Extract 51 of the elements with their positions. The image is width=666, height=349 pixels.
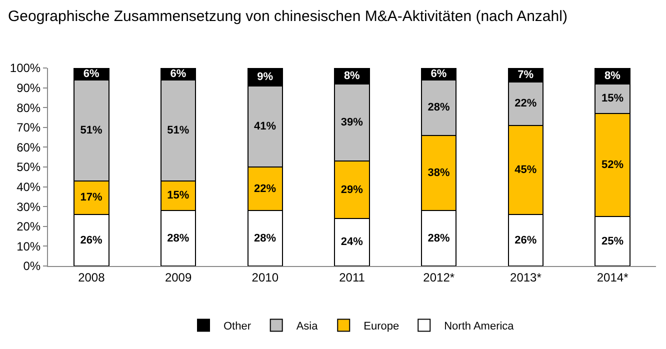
y-tick-label: 80% [16,100,41,115]
y-tick-label: 40% [16,180,41,194]
data-label: 8% [344,70,360,82]
data-label: 25% [601,235,624,248]
data-label: 9% [257,70,274,83]
x-tick-label: 2013* [510,270,542,284]
data-label: 41% [254,120,276,132]
y-tick-label: 0% [23,259,41,274]
data-label: 28% [428,232,450,244]
legend-label: Asia [296,320,319,333]
data-label: 22% [254,182,276,195]
data-label: 6% [170,68,186,80]
legend-label: Other [224,320,252,333]
data-label: 28% [167,232,190,244]
data-label: 28% [254,232,276,244]
data-label: 38% [428,166,450,179]
y-tick-label: 90% [16,81,41,95]
data-label: 24% [340,236,364,248]
data-label: 39% [340,116,364,128]
data-label: 51% [167,124,190,136]
y-tick-label: 20% [16,220,41,234]
legend-label: Europe [364,320,400,333]
data-label: 15% [601,92,624,105]
data-label: 22% [514,98,537,110]
y-tick-label: 30% [16,200,41,214]
data-label: 26% [80,234,103,246]
data-label: 6% [83,68,100,80]
data-label: 15% [167,190,190,202]
y-tick-label: 10% [16,239,41,254]
chart-title: Geographische Zusammensetzung von chinesischen M&A-Aktivitäten (nach Anzahl) [8,8,568,25]
x-tick-label: 2012* [423,270,455,284]
x-tick-label: 2014* [596,270,629,284]
data-label: 17% [80,192,103,204]
x-tick-label: 2009 [164,270,192,284]
x-tick-label: 2008 [78,270,106,284]
data-label: 28% [428,102,450,114]
data-label: 52% [601,159,624,172]
data-label: 7% [518,68,534,81]
data-label: 29% [340,184,364,196]
y-tick-label: 60% [16,140,41,154]
data-label: 8% [604,70,621,82]
y-tick-label: 100% [10,61,41,76]
data-label: 6% [430,68,447,80]
x-tick-label: 2010 [252,270,279,284]
data-label: 51% [80,124,103,136]
legend-label: North America [444,320,515,333]
y-tick-label: 50% [16,160,41,174]
data-label: 45% [514,164,537,176]
x-tick-label: 2011 [339,270,366,284]
y-tick-label: 70% [16,120,41,135]
data-label: 26% [514,234,537,246]
